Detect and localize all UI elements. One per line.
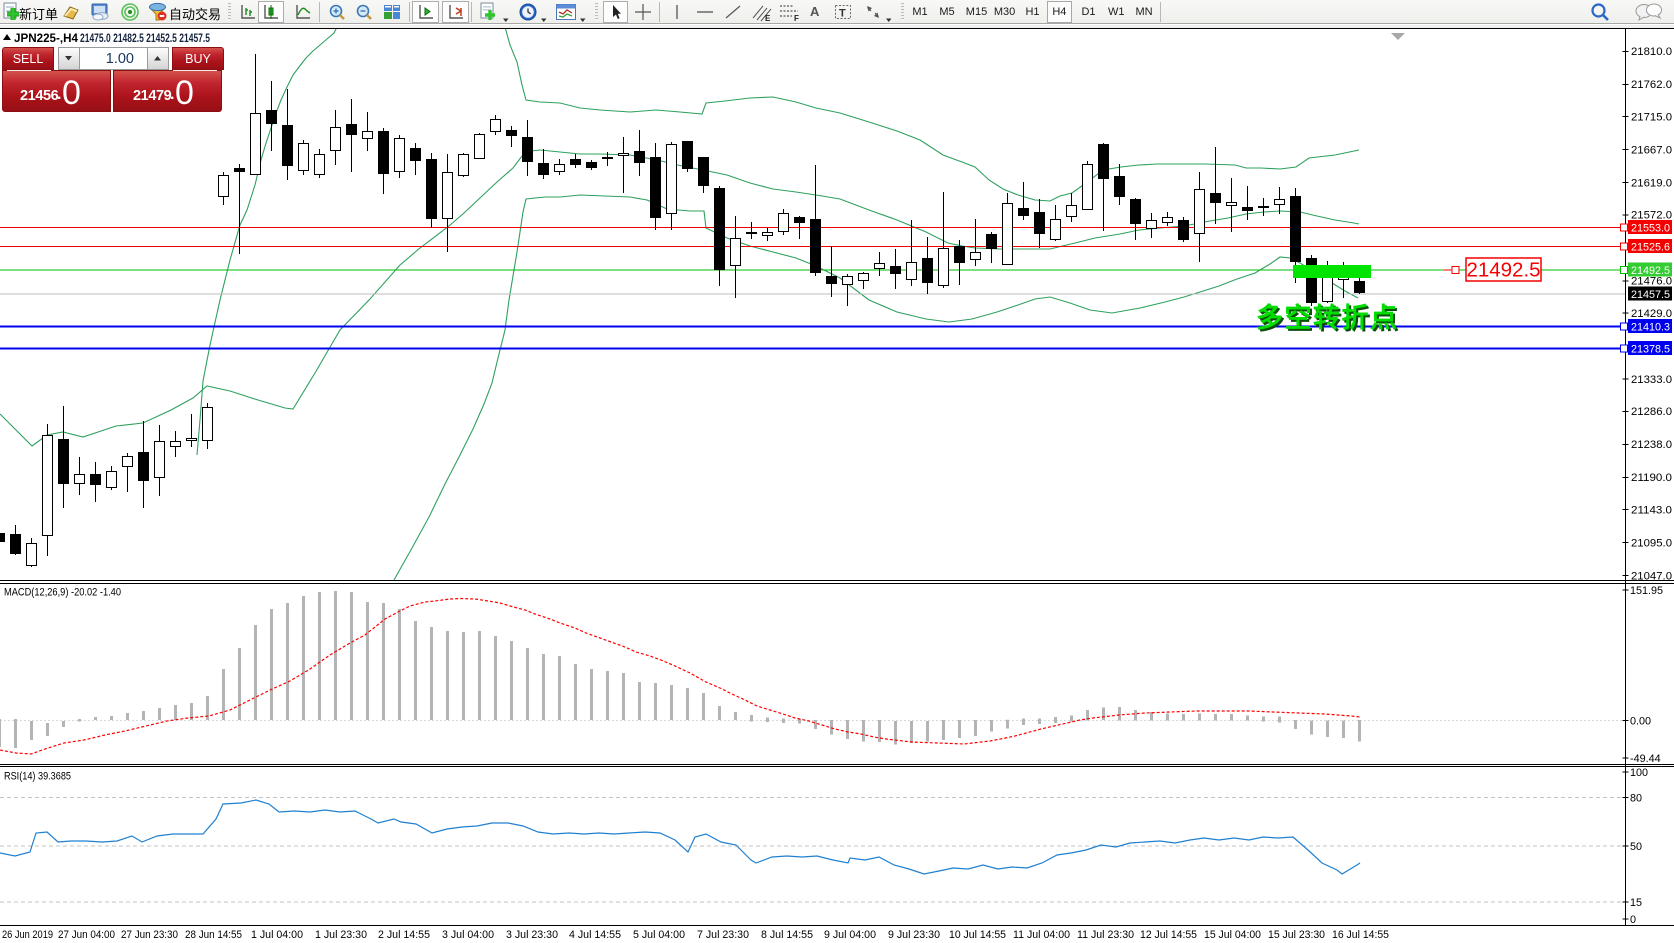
svg-text:21457.5: 21457.5 (1631, 289, 1670, 301)
svg-text:21762.0: 21762.0 (1631, 79, 1672, 91)
svg-text:21095.0: 21095.0 (1631, 538, 1672, 550)
svg-text:16 Jul 14:55: 16 Jul 14:55 (1332, 929, 1389, 941)
svg-text:3 Jul 04:00: 3 Jul 04:00 (442, 929, 494, 941)
svg-text:0.00: 0.00 (1630, 715, 1651, 727)
svg-text:21810.0: 21810.0 (1631, 46, 1672, 58)
svg-text:21286.0: 21286.0 (1631, 406, 1672, 418)
svg-text:26 Jun 2019: 26 Jun 2019 (2, 929, 53, 941)
svg-text:MACD(12,26,9) -20.02 -1.40: MACD(12,26,9) -20.02 -1.40 (4, 587, 121, 599)
svg-text:21667.0: 21667.0 (1631, 144, 1672, 156)
svg-text:4 Jul 14:55: 4 Jul 14:55 (569, 929, 621, 941)
svg-text:F: F (794, 14, 799, 22)
svg-text:27 Jun 23:30: 27 Jun 23:30 (121, 929, 178, 941)
svg-text:21429.0: 21429.0 (1631, 308, 1672, 320)
svg-text:10 Jul 14:55: 10 Jul 14:55 (949, 929, 1006, 941)
svg-text:21190.0: 21190.0 (1631, 472, 1672, 484)
svg-text:9 Jul 04:00: 9 Jul 04:00 (824, 929, 876, 941)
svg-text:JPN225-,H4: JPN225-,H4 (14, 33, 79, 45)
svg-text:多空转折点: 多空转折点 (1256, 302, 1399, 333)
svg-text:1 Jul 23:30: 1 Jul 23:30 (315, 929, 367, 941)
svg-text:8 Jul 14:55: 8 Jul 14:55 (761, 929, 813, 941)
svg-text:15 Jul 04:00: 15 Jul 04:00 (1204, 929, 1261, 941)
svg-text:21475.0 21482.5 21452.5 21457.: 21475.0 21482.5 21452.5 21457.5 (80, 33, 210, 45)
svg-text:T: T (839, 8, 846, 20)
svg-text:151.95: 151.95 (1630, 585, 1663, 597)
svg-text:100: 100 (1630, 767, 1648, 779)
svg-text:11 Jul 04:00: 11 Jul 04:00 (1013, 929, 1070, 941)
svg-text:11 Jul 23:30: 11 Jul 23:30 (1077, 929, 1134, 941)
svg-text:5 Jul 04:00: 5 Jul 04:00 (633, 929, 685, 941)
svg-text:1 Jul 04:00: 1 Jul 04:00 (251, 929, 303, 941)
svg-text:21047.0: 21047.0 (1631, 571, 1672, 583)
svg-text:E: E (765, 14, 771, 22)
svg-text:21619.0: 21619.0 (1631, 177, 1672, 189)
svg-text:0: 0 (1630, 914, 1636, 926)
svg-text:21378.5: 21378.5 (1631, 343, 1670, 355)
svg-text:21715.0: 21715.0 (1631, 111, 1672, 123)
svg-text:21525.6: 21525.6 (1631, 241, 1670, 253)
svg-text:-49.44: -49.44 (1630, 753, 1661, 765)
svg-text:21492.5: 21492.5 (1466, 259, 1540, 282)
svg-text:50: 50 (1630, 841, 1642, 853)
svg-text:15 Jul 23:30: 15 Jul 23:30 (1268, 929, 1325, 941)
svg-text:27 Jun 04:00: 27 Jun 04:00 (58, 929, 115, 941)
svg-text:RSI(14) 39.3685: RSI(14) 39.3685 (4, 771, 71, 783)
svg-text:21553.0: 21553.0 (1631, 222, 1670, 234)
svg-text:80: 80 (1630, 792, 1642, 804)
svg-text:12 Jul 14:55: 12 Jul 14:55 (1140, 929, 1197, 941)
svg-text:21572.0: 21572.0 (1631, 210, 1672, 222)
svg-text:21333.0: 21333.0 (1631, 374, 1672, 386)
svg-text:21143.0: 21143.0 (1631, 505, 1672, 517)
svg-text:21492.5: 21492.5 (1631, 265, 1670, 277)
svg-text:15: 15 (1630, 897, 1642, 909)
svg-text:21476.0: 21476.0 (1631, 276, 1672, 288)
svg-text:9 Jul 23:30: 9 Jul 23:30 (888, 929, 940, 941)
svg-text:21410.3: 21410.3 (1631, 321, 1670, 333)
svg-text:3 Jul 23:30: 3 Jul 23:30 (506, 929, 558, 941)
svg-text:2 Jul 14:55: 2 Jul 14:55 (378, 929, 430, 941)
svg-text:28 Jun 14:55: 28 Jun 14:55 (185, 929, 242, 941)
svg-text:7 Jul 23:30: 7 Jul 23:30 (697, 929, 749, 941)
svg-text:21238.0: 21238.0 (1631, 439, 1672, 451)
